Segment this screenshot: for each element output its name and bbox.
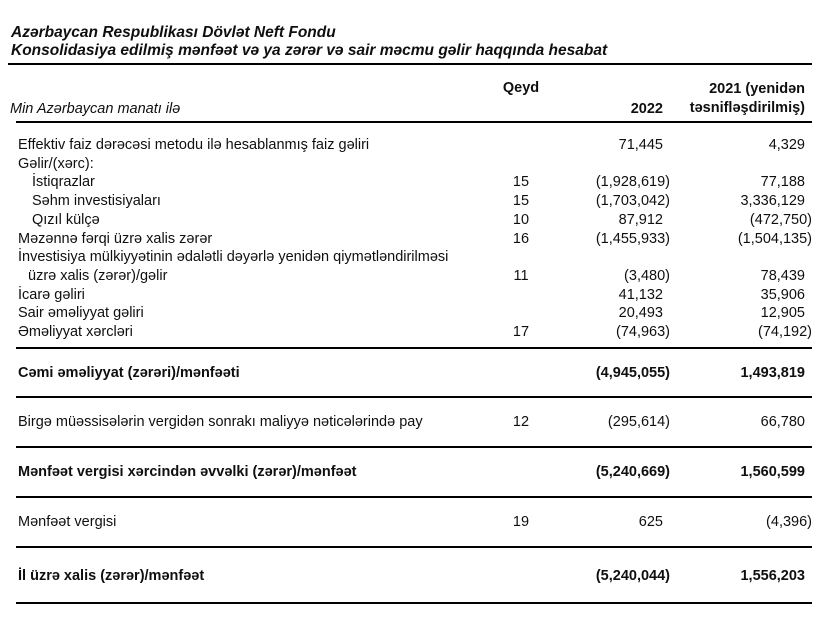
row-value-2022: (295,614) [607,414,670,431]
table-row: Mənfəət vergisi xərcindən əvvəlki (zərər… [16,463,812,482]
row-label: Sair əməliyyat gəliri [18,305,144,322]
joint-ventures-section: Birgə müəssisələrin vergidən sonrakı mal… [16,396,812,446]
column-header-2021: 2021 (yenidən təsnifləşdirilmiş) [670,80,812,117]
document-title: Azərbaycan Respublikası Dövlət Neft Fond… [8,0,812,59]
row-note: 10 [512,211,530,228]
row-value-2022: 41,132 [618,286,663,303]
row-label: İl üzrə xalis (zərər)/mənfəət [18,567,205,584]
row-value-2022: (74,963) [615,324,670,341]
table-row: Sair əməliyyat gəliri 20,493 12,905 [16,304,812,323]
row-label: İcarə gəliri [18,286,85,303]
row-label: Cəmi əməliyyat (zərəri)/mənfəəti [18,364,240,381]
table-row: İl üzrə xalis (zərər)/mənfəət (5,240,044… [16,567,812,586]
row-value-2021: 78,439 [760,267,805,284]
row-label-line2: üzrə xalis (zərər)/gəlir [28,267,168,284]
row-value-2021: 77,188 [760,174,805,191]
row-value-2021: (74,192) [757,324,812,341]
row-value-2022: (5,240,044) [595,567,670,584]
table-row: İstiqrazlar 15 (1,928,619) 77,188 [16,173,812,192]
row-value-2022: 625 [638,513,663,530]
table-row: Qızıl külçə 10 87,912 (472,750) [16,211,812,230]
row-value-2021: 1,493,819 [740,364,805,381]
table-row: Effektiv faiz dərəcəsi metodu ilə hesabl… [16,136,812,155]
row-value-2021: 66,780 [760,414,805,431]
row-note: 16 [512,230,530,247]
document-title-line2: Konsolidasiya edilmiş mənfəət və ya zərə… [11,41,608,59]
row-note: 19 [512,513,530,530]
row-value-2022: (1,703,042) [595,193,670,210]
table-row: Əməliyyat xərcləri 17 (74,963) (74,192) [16,323,812,342]
table-row: Birgə müəssisələrin vergidən sonrakı mal… [16,413,812,432]
total-operating-section: Cəmi əməliyyat (zərəri)/mənfəəti (4,945,… [16,346,812,397]
income-statement-table: Min Azərbaycan manatı ilə Qeyd 2022 2021… [10,65,812,605]
table-row: Məzənnə fərqi üzrə xalis zərər 16 (1,455… [16,230,812,249]
row-label: Birgə müəssisələrin vergidən sonrakı mal… [18,414,423,431]
row-value-2022: (5,240,669) [595,464,670,481]
row-value-2022: (4,945,055) [595,364,670,381]
row-note: 11 [513,267,529,284]
table-row: İnvestisiya mülkiyyətinin ədalətli dəyər… [16,248,812,285]
row-value-2021: (4,396) [766,513,812,530]
row-value-2021: 4,329 [768,137,805,153]
row-note: 15 [512,174,530,191]
row-value-2021: 1,556,203 [740,567,805,584]
row-note: 12 [512,414,530,431]
row-value-2022: 20,493 [618,305,663,322]
column-header-2021-line2: təsnifləşdirilmiş) [689,99,805,116]
row-note: 17 [512,324,530,341]
row-label-line1: İnvestisiya mülkiyyətinin ədalətli dəyər… [18,249,449,266]
table-row: Gəlir/(xərc): [16,155,812,174]
table-header-row: Min Azərbaycan manatı ilə Qeyd 2022 2021… [10,65,812,121]
document-title-line1: Azərbaycan Respublikası Dövlət Neft Fond… [11,24,336,41]
title-divider [8,63,812,65]
table-body: Effektiv faiz dərəcəsi metodu ilə hesabl… [16,121,812,347]
unit-note: Min Azərbaycan manatı ilə [10,101,181,117]
row-value-2022: (3,480) [624,267,670,284]
row-label: Effektiv faiz dərəcəsi metodu ilə hesabl… [18,137,370,153]
column-header-2021-line1: 2021 (yenidən [709,81,805,97]
row-value-2022: 71,445 [618,137,663,153]
row-label: İnvestisiya mülkiyyətinin ədalətli dəyər… [16,248,490,285]
table-row: Cəmi əməliyyat (zərəri)/mənfəəti (4,945,… [16,364,812,383]
row-label: Mənfəət vergisi [18,513,117,530]
table-row: Səhm investisiyaları 15 (1,703,042) 3,33… [16,192,812,211]
row-value-2021: (472,750) [749,211,812,228]
table-row: İcarə gəliri 41,132 35,906 [16,286,812,305]
row-label: Qızıl külçə [32,211,100,228]
row-value-2022: (1,455,933) [595,230,670,247]
column-header-note: Qeyd [502,80,540,96]
row-label: Gəlir/(xərc): [18,155,94,172]
row-label: Səhm investisiyaları [32,193,161,210]
row-note: 15 [512,193,530,210]
row-value-2021: 1,560,599 [740,464,805,481]
income-tax-section: Mənfəət vergisi 19 625 (4,396) [16,495,812,546]
row-value-2022: (1,928,619) [595,174,670,191]
row-value-2021: 12,905 [760,305,805,322]
row-label: Məzənnə fərqi üzrə xalis zərər [18,230,213,247]
column-header-2022: 2022 [630,101,663,117]
row-label: Əməliyyat xərcləri [18,324,133,341]
row-label: Mənfəət vergisi xərcindən əvvəlki (zərər… [18,464,357,481]
row-value-2022: 87,912 [618,211,663,228]
row-value-2021: 35,906 [760,286,805,303]
row-value-2021: (1,504,135) [737,230,812,247]
table-row: Mənfəət vergisi 19 625 (4,396) [16,513,812,532]
profit-before-tax-section: Mənfəət vergisi xərcindən əvvəlki (zərər… [16,446,812,496]
row-value-2021: 3,336,129 [740,193,805,210]
row-label: İstiqrazlar [32,174,95,191]
net-result-section: İl üzrə xalis (zərər)/mənfəət (5,240,044… [16,545,812,605]
